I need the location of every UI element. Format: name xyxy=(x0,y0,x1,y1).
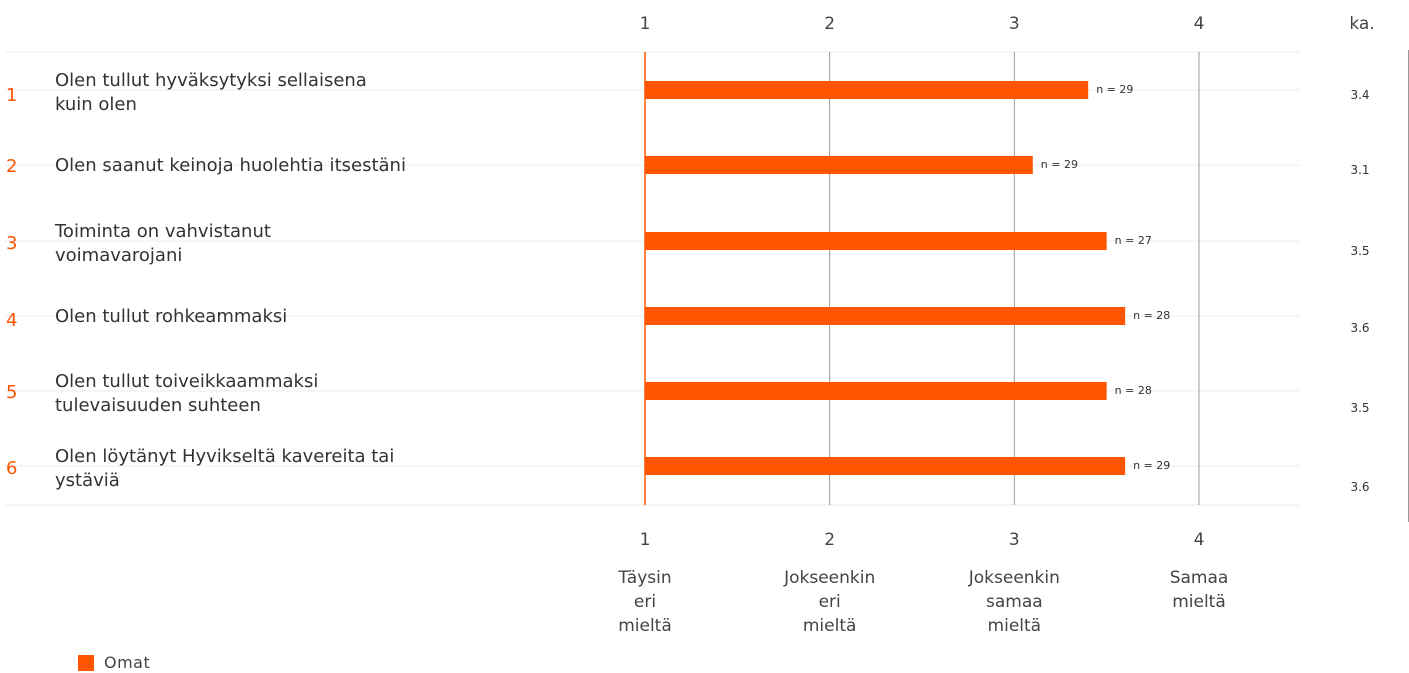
top-tick-label: 3 xyxy=(1009,14,1020,34)
row-index: 4 xyxy=(6,310,17,331)
scale-label: mieltä xyxy=(1172,592,1226,612)
row-index: 3 xyxy=(6,233,17,254)
scale-label: Täysin xyxy=(617,568,671,588)
n-label: n = 28 xyxy=(1133,309,1170,322)
avg-header: ka. xyxy=(1349,14,1374,34)
scale-label: mieltä xyxy=(988,616,1042,636)
top-tick-label: 1 xyxy=(640,14,651,34)
bar xyxy=(645,457,1126,475)
n-label: n = 29 xyxy=(1096,83,1133,96)
row-index: 5 xyxy=(6,382,17,403)
row-index: 1 xyxy=(6,85,17,106)
n-label: n = 27 xyxy=(1115,234,1152,247)
bottom-tick-label: 2 xyxy=(824,530,835,550)
row-index: 2 xyxy=(6,156,17,177)
category-label: kuin olen xyxy=(55,94,137,115)
bar xyxy=(645,307,1126,325)
category-label: voimavarojani xyxy=(55,245,182,266)
category-label: Olen tullut toiveikkaammaksi xyxy=(55,371,318,392)
n-label: n = 29 xyxy=(1041,158,1078,171)
category-label: tulevaisuuden suhteen xyxy=(55,395,261,416)
legend: Omat xyxy=(78,653,150,672)
bar xyxy=(645,382,1107,400)
scale-label: mieltä xyxy=(803,616,857,636)
legend-swatch-omat xyxy=(78,654,94,671)
bar xyxy=(645,156,1033,174)
category-label: Toiminta on vahvistanut xyxy=(54,221,271,242)
bottom-tick-label: 4 xyxy=(1194,530,1205,550)
n-label: n = 28 xyxy=(1115,384,1152,397)
category-label: Olen löytänyt Hyvikseltä kavereita tai xyxy=(55,446,394,467)
bar xyxy=(645,232,1107,250)
avg-value: 3.4 xyxy=(1350,88,1369,102)
top-tick-label: 4 xyxy=(1194,14,1205,34)
bottom-tick-label: 1 xyxy=(640,530,651,550)
avg-value: 3.6 xyxy=(1350,321,1369,335)
scale-label: samaa xyxy=(986,592,1043,612)
avg-value: 3.1 xyxy=(1350,163,1369,177)
scale-label: Jokseenkin xyxy=(783,568,875,588)
bottom-tick-label: 3 xyxy=(1009,530,1020,550)
legend-label-omat: Omat xyxy=(104,653,151,672)
scale-label: mieltä xyxy=(618,616,672,636)
top-tick-label: 2 xyxy=(824,14,835,34)
avg-value: 3.6 xyxy=(1350,480,1369,494)
row-index: 6 xyxy=(6,458,17,479)
scale-label: eri xyxy=(819,592,841,612)
avg-value: 3.5 xyxy=(1350,244,1369,258)
scale-label: Samaa xyxy=(1170,568,1229,588)
category-label: Olen saanut keinoja huolehtia itsestäni xyxy=(55,155,406,176)
bar xyxy=(645,81,1089,99)
category-label: Olen tullut hyväksytyksi sellaisena xyxy=(55,70,367,91)
category-label: ystäviä xyxy=(55,470,120,491)
avg-value: 3.5 xyxy=(1350,401,1369,415)
scale-label: Jokseenkin xyxy=(968,568,1060,588)
n-label: n = 29 xyxy=(1133,459,1170,472)
scale-label: eri xyxy=(634,592,656,612)
category-label: Olen tullut rohkeammaksi xyxy=(55,306,287,327)
